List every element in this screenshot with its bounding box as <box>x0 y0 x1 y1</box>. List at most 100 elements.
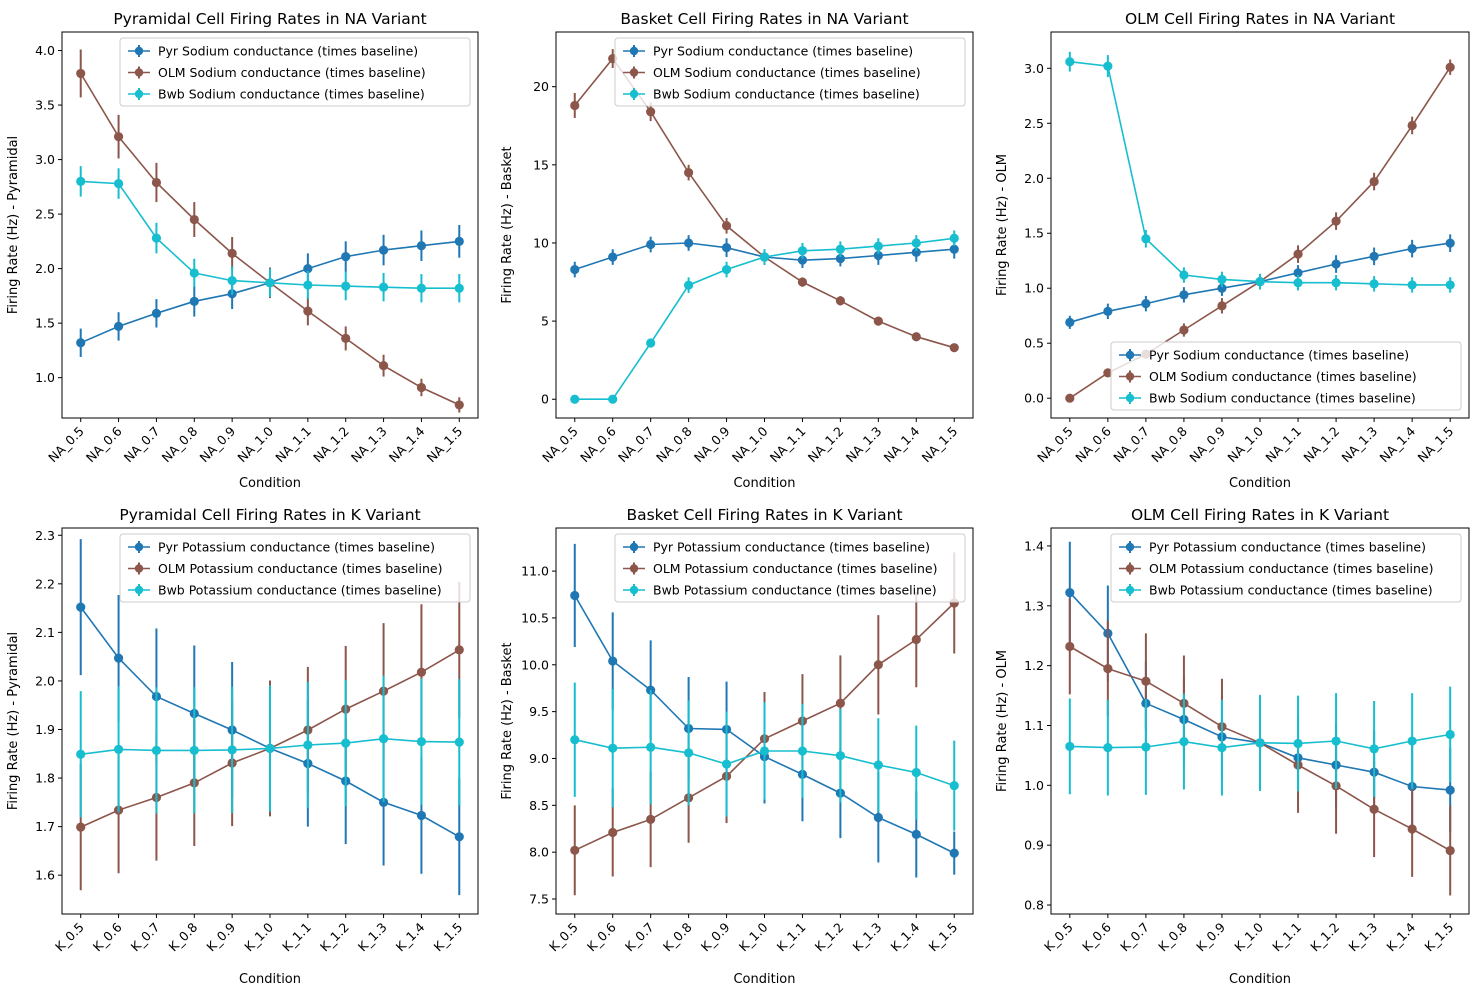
legend-label: OLM Potassium conductance (times baselin… <box>653 561 937 576</box>
chart-panel-6: OLM Cell Firing Rates in K Variant 0.8 0.9… <box>995 506 1470 987</box>
x-tick-label: NA_0.9 <box>1186 423 1228 465</box>
data-point <box>1369 804 1379 814</box>
data-point <box>1103 743 1113 753</box>
y-tick-label: 11.0 <box>521 564 549 579</box>
data-point <box>1217 301 1227 311</box>
data-point <box>835 244 845 254</box>
x-axis-label: Condition <box>1229 972 1291 987</box>
legend: Pyr Potassium conductance (times baselin… <box>1110 533 1462 603</box>
data-point <box>646 742 656 752</box>
data-point <box>608 394 618 404</box>
chart-title: Pyramidal Cell Firing Rates in K Variant <box>119 506 420 524</box>
legend-marker <box>1125 393 1135 403</box>
data-point <box>1103 664 1113 674</box>
data-point <box>303 264 313 274</box>
data-point <box>1445 62 1455 72</box>
data-point <box>835 698 845 708</box>
y-tick-label: 9.0 <box>529 751 549 766</box>
data-point <box>1179 270 1189 280</box>
chart-panel-3: OLM Cell Firing Rates in NA Variant 0.0 0.… <box>995 10 1470 491</box>
x-axis-label: Condition <box>239 476 301 491</box>
data-point <box>1445 729 1455 740</box>
data-point <box>189 296 199 306</box>
data-point <box>454 283 464 293</box>
data-point <box>1065 588 1075 598</box>
data-point <box>113 653 124 663</box>
x-tick-label: NA_0.7 <box>121 424 163 466</box>
x-tick-label: NA_1.1 <box>767 424 809 466</box>
y-tick-label: 1.5 <box>1024 226 1044 241</box>
data-point <box>1065 641 1075 652</box>
data-point <box>151 177 162 188</box>
data-point <box>911 247 921 257</box>
y-tick-label: 1.8 <box>35 771 55 786</box>
y-tick-label: 1.2 <box>1024 658 1044 673</box>
series-bwb <box>76 675 464 818</box>
y-tick-label: 2.0 <box>1024 171 1044 186</box>
y-tick-label: 1.0 <box>35 370 55 385</box>
data-point <box>1331 216 1341 226</box>
x-axis-label: Condition <box>239 972 301 987</box>
data-point <box>378 797 389 807</box>
data-point <box>835 296 845 306</box>
legend-label: OLM Sodium conductance (times baseline) <box>1149 369 1417 384</box>
data-point <box>1445 785 1455 795</box>
data-point <box>873 241 883 251</box>
data-point <box>113 744 124 755</box>
x-axis-label: Condition <box>733 476 795 491</box>
data-point <box>76 68 86 79</box>
y-tick-label: 8.0 <box>529 845 549 860</box>
x-tick-label: NA_0.5 <box>45 424 87 466</box>
legend-label: Bwb Sodium conductance (times baseline) <box>653 87 920 102</box>
data-point <box>1141 742 1151 752</box>
data-point <box>608 252 618 262</box>
x-axis-label: Condition <box>1229 476 1291 491</box>
data-point <box>189 214 199 225</box>
x-tick-label: K_1.0 <box>1231 919 1266 954</box>
y-tick-label: 5 <box>541 314 549 329</box>
x-tick-label: K_0.7 <box>1117 920 1152 955</box>
x-tick-label: K_0.6 <box>1079 919 1114 954</box>
data-point <box>341 281 351 291</box>
chart-panel-4: Pyramidal Cell Firing Rates in K Variant… <box>6 506 479 987</box>
data-point <box>1331 736 1341 746</box>
data-point <box>759 746 770 756</box>
data-point <box>303 740 313 750</box>
data-point <box>835 751 845 761</box>
data-point <box>265 278 275 288</box>
x-tick-label: NA_0.9 <box>197 423 239 465</box>
data-point <box>378 361 389 371</box>
data-point <box>608 656 618 666</box>
x-tick-label: K_1.1 <box>279 920 314 955</box>
x-tick-label: NA_1.4 <box>386 423 428 465</box>
data-point <box>1141 676 1151 686</box>
series-bwb <box>1065 51 1455 293</box>
x-tick-label: K_1.4 <box>1383 919 1418 954</box>
series-bwb <box>570 230 959 404</box>
y-tick-label: 1.5 <box>35 316 55 331</box>
data-point <box>76 602 86 612</box>
legend-label: Bwb Sodium conductance (times baseline) <box>1149 391 1416 406</box>
legend-label: Pyr Sodium conductance (times baseline) <box>1149 348 1409 363</box>
data-point <box>873 812 883 823</box>
data-point <box>1103 368 1113 378</box>
x-tick-label: NA_1.1 <box>272 424 314 466</box>
data-point <box>416 241 427 251</box>
x-tick-label: NA_1.4 <box>881 423 923 465</box>
data-point <box>1407 280 1417 290</box>
data-point <box>416 283 427 293</box>
x-tick-label: NA_0.5 <box>1034 424 1076 466</box>
y-tick-label: 10 <box>533 235 549 250</box>
y-tick-label: 3.5 <box>35 98 55 113</box>
data-point <box>570 100 580 111</box>
data-point <box>797 246 808 256</box>
data-point <box>454 832 464 842</box>
data-point <box>1293 268 1303 278</box>
y-tick-label: 1.4 <box>1024 538 1044 553</box>
legend-marker <box>1125 350 1135 360</box>
y-tick-label: 2.5 <box>35 207 55 222</box>
data-point <box>949 848 959 858</box>
x-tick-label: NA_1.2 <box>1300 424 1342 466</box>
data-point <box>303 306 313 316</box>
data-point <box>911 238 921 248</box>
